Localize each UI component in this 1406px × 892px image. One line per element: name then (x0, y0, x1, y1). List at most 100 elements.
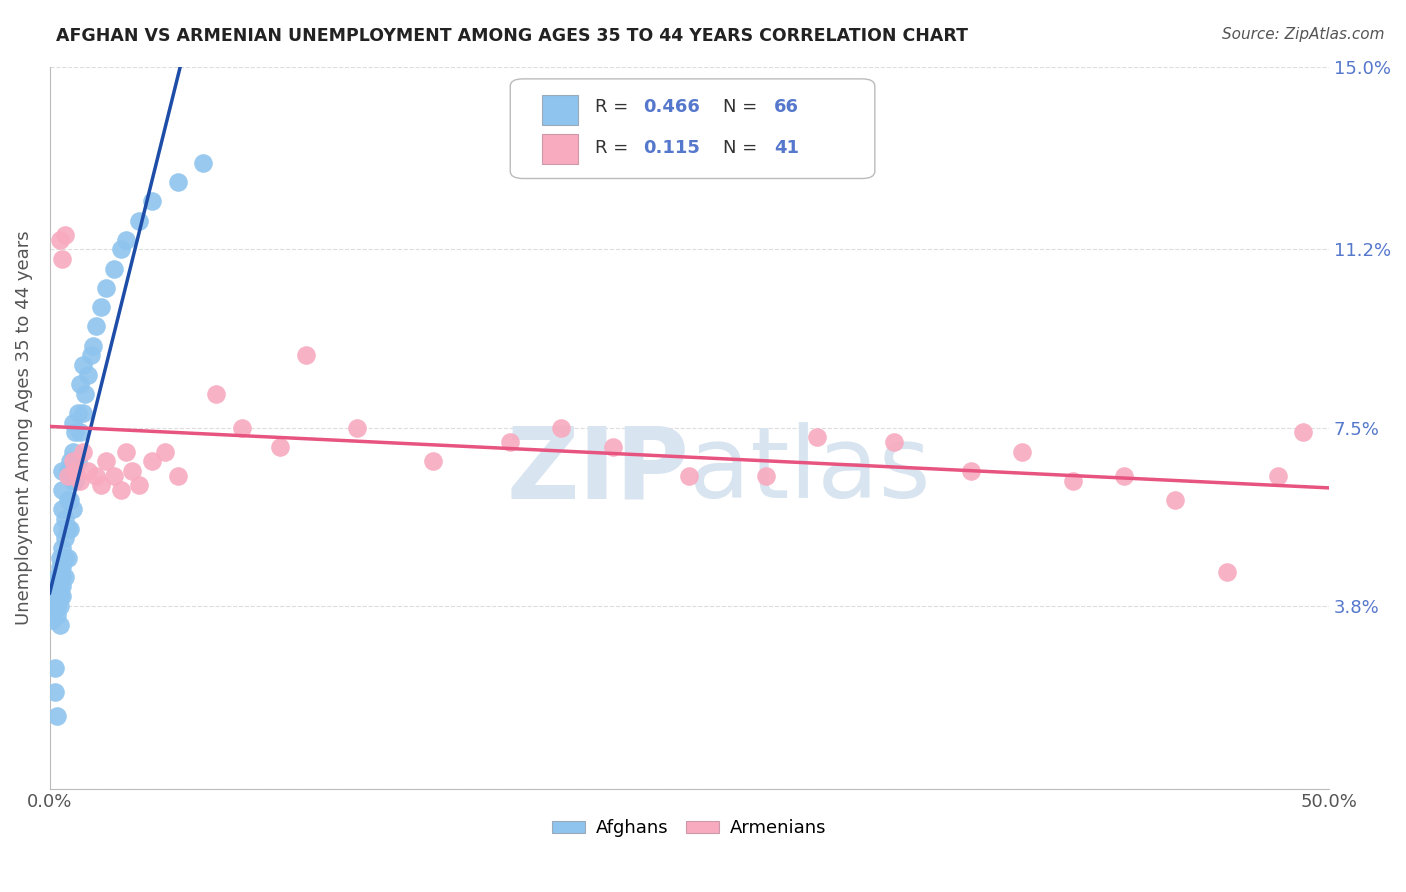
Point (53, 550, 76, 565)
Point (46, 608, 69, 623)
Point (44, 579, 66, 593)
Point (44, 685, 66, 699)
Point (65, 474, 87, 488)
Point (346, 420, 368, 434)
Point (56, 492, 79, 507)
Point (166, 468, 188, 483)
Point (1292, 425, 1315, 440)
Text: R =: R = (595, 98, 634, 116)
Point (51, 541, 73, 555)
Point (56, 522, 79, 536)
Point (56, 464, 79, 478)
Point (46, 709, 69, 723)
Point (883, 435, 905, 450)
Point (49, 560, 72, 574)
Point (49, 233, 72, 247)
Point (62, 416, 84, 430)
Point (1062, 474, 1084, 488)
Point (231, 420, 253, 434)
Point (294, 348, 316, 362)
Point (110, 243, 132, 257)
Point (59, 492, 82, 507)
Point (56, 468, 79, 483)
Point (51, 252, 73, 266)
Point (77, 368, 100, 382)
Point (1215, 565, 1237, 579)
Point (66, 406, 89, 420)
Text: atlas: atlas (689, 423, 931, 519)
Point (103, 261, 125, 276)
Legend: Afghans, Armenians: Afghans, Armenians (546, 812, 834, 845)
Point (66, 454, 89, 468)
Point (53, 512, 76, 526)
Point (84, 319, 107, 334)
Point (806, 430, 828, 444)
Y-axis label: Unemployment Among Ages 35 to 44 years: Unemployment Among Ages 35 to 44 years (15, 230, 32, 625)
Point (110, 483, 132, 497)
Point (62, 502, 84, 516)
Text: 0.115: 0.115 (644, 139, 700, 157)
Text: N =: N = (723, 139, 762, 157)
Point (166, 175, 188, 189)
Point (205, 387, 228, 401)
Point (65, 425, 87, 440)
Point (103, 468, 125, 483)
Point (72, 444, 94, 458)
Point (41, 613, 63, 627)
Point (115, 233, 138, 247)
Point (62, 444, 84, 458)
Point (75, 387, 97, 401)
Point (90, 478, 112, 492)
Point (1267, 468, 1289, 483)
Point (193, 156, 215, 170)
Text: R =: R = (595, 139, 640, 157)
Point (1114, 468, 1136, 483)
Point (79, 348, 101, 362)
Point (49, 570, 72, 584)
Point (121, 464, 143, 478)
Point (550, 420, 572, 434)
Point (62, 454, 84, 468)
Point (51, 522, 73, 536)
Point (1011, 444, 1033, 458)
Text: 41: 41 (773, 139, 799, 157)
Point (46, 599, 69, 613)
Point (41, 589, 63, 603)
Point (90, 300, 112, 314)
Point (56, 550, 79, 565)
Point (53, 570, 76, 584)
Point (69, 377, 91, 392)
Point (153, 444, 176, 458)
Point (49, 579, 72, 593)
Point (44, 599, 66, 613)
FancyBboxPatch shape (543, 134, 578, 164)
Point (77, 464, 100, 478)
Point (51, 579, 73, 593)
Point (51, 464, 73, 478)
Point (141, 194, 163, 209)
Point (115, 444, 138, 458)
Point (49, 599, 72, 613)
Point (59, 454, 82, 468)
Point (51, 483, 73, 497)
Point (422, 454, 444, 468)
Point (141, 454, 163, 468)
Point (49, 550, 72, 565)
Point (59, 522, 82, 536)
Point (49, 589, 72, 603)
Point (84, 468, 107, 483)
Point (51, 570, 73, 584)
Point (49, 618, 72, 632)
FancyBboxPatch shape (543, 95, 578, 125)
Point (499, 435, 522, 450)
Point (69, 474, 91, 488)
Text: N =: N = (723, 98, 762, 116)
Point (51, 560, 73, 574)
Point (72, 358, 94, 372)
Point (678, 468, 700, 483)
Point (1164, 492, 1187, 507)
Point (69, 425, 91, 440)
FancyBboxPatch shape (510, 78, 875, 178)
Point (959, 464, 981, 478)
Point (128, 213, 150, 227)
